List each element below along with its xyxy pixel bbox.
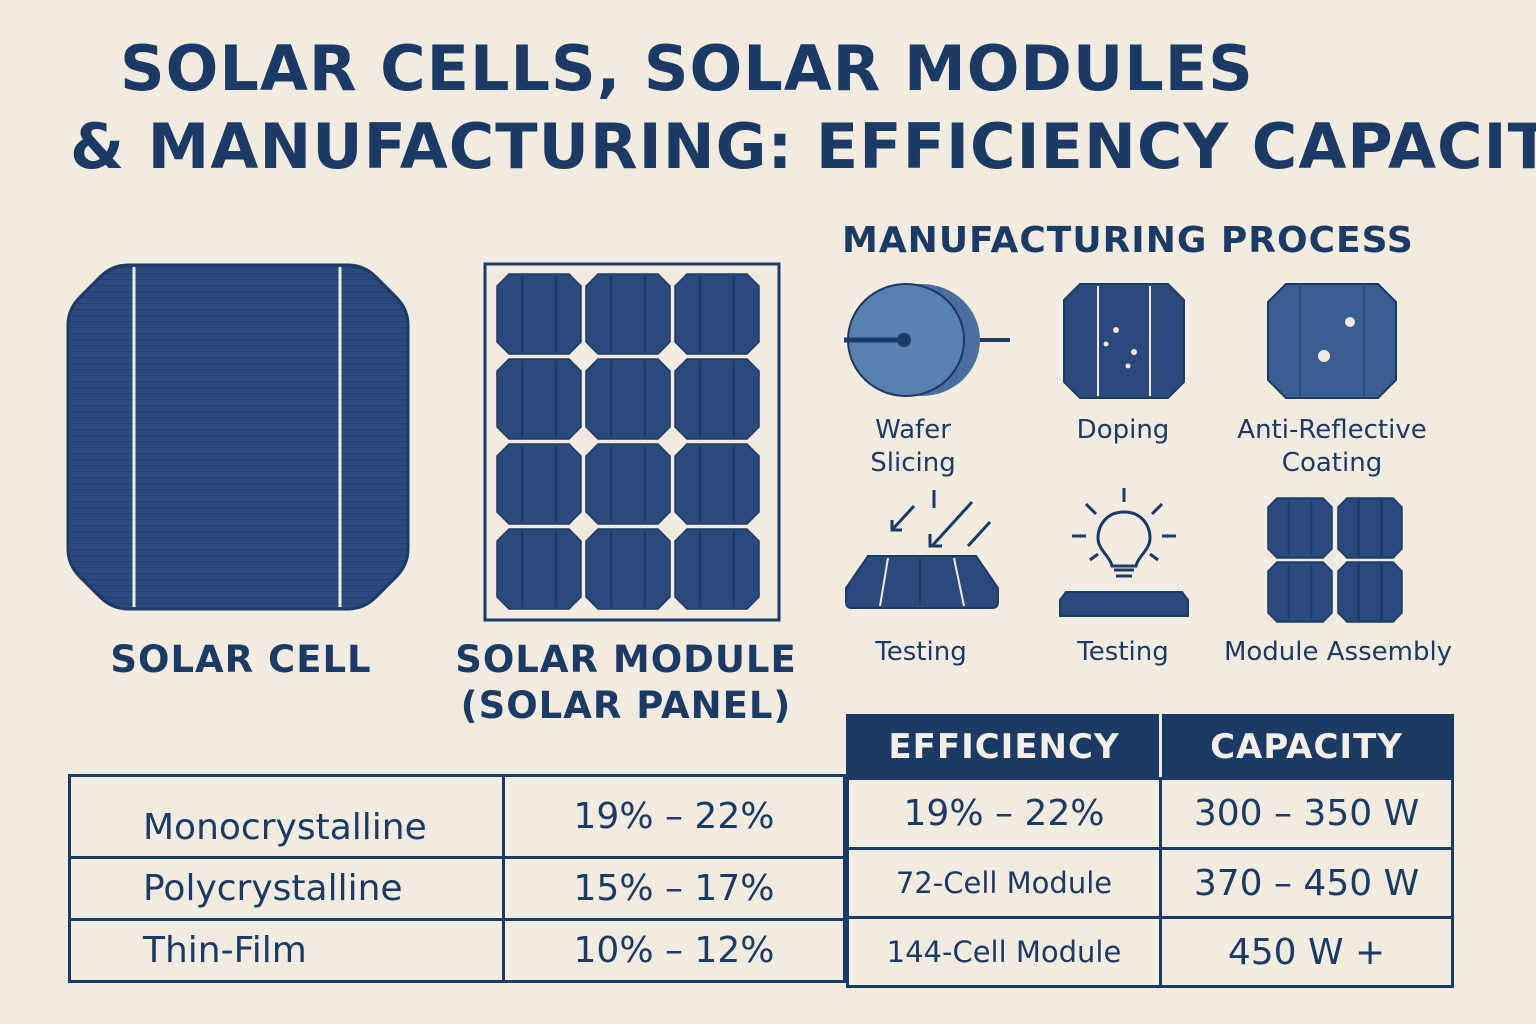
module-cell — [585, 443, 671, 525]
table-row: Polycrystalline 15% – 17% — [68, 856, 846, 921]
assembly-cell — [1337, 561, 1403, 623]
title-line-1: SOLAR CELLS, SOLAR MODULES — [120, 32, 1254, 105]
table-row: 144-Cell Module 450 W + — [846, 916, 1454, 988]
lightbulb-icon — [1059, 488, 1189, 617]
module-cell — [674, 358, 760, 440]
table-row: Thin-Film 10% – 12% — [68, 918, 846, 983]
table-row: Monocrystalline 19% – 22% — [68, 774, 846, 859]
module-cell — [674, 273, 760, 355]
step-2-label: Doping — [1076, 415, 1170, 445]
assembly-cell — [1267, 497, 1333, 559]
module-cell — [585, 358, 671, 440]
process-title: MANUFACTURING PROCESS — [842, 220, 1414, 261]
light-testing-icon — [845, 490, 999, 609]
cell-right: 370 – 450 W — [1159, 847, 1454, 919]
step-6-label: Module Assembly — [1223, 637, 1453, 667]
efficiency-table: Monocrystalline 19% – 22% Polycrystallin… — [68, 774, 846, 983]
cell-right: 450 W + — [1159, 916, 1454, 988]
doping-icon — [1063, 283, 1185, 399]
header-efficiency: EFFICIENCY — [846, 714, 1162, 780]
wafer-slicing-icon — [844, 283, 1010, 397]
solar-module-icon — [483, 262, 781, 622]
module-cell — [674, 443, 760, 525]
cell-left: 72-Cell Module — [846, 847, 1162, 919]
step-5-label: Testing — [1077, 637, 1169, 667]
table-row: 72-Cell Module 370 – 450 W — [846, 847, 1454, 919]
solar-module-caption-line-2: (SOLAR PANEL) — [460, 684, 792, 727]
module-cell — [496, 358, 582, 440]
table-header-row: EFFICIENCY CAPACITY — [846, 714, 1454, 780]
cell-efficiency: 19% – 22% — [502, 774, 846, 859]
solar-cell-icon — [66, 263, 410, 611]
module-assembly-icon — [1267, 497, 1403, 623]
module-cell — [674, 528, 760, 610]
cell-type: Thin-Film — [68, 918, 505, 983]
solar-module-caption-line-1: SOLAR MODULE — [455, 638, 797, 681]
module-cell — [585, 528, 671, 610]
cell-efficiency: 10% – 12% — [502, 918, 846, 983]
module-cell — [496, 273, 582, 355]
step-3-label-line-1: Anti-Reflective — [1237, 415, 1427, 445]
cell-left: 144-Cell Module — [846, 916, 1162, 988]
step-4-label: Testing — [875, 637, 967, 667]
step-1-label-line-2: Slicing — [870, 448, 956, 478]
cell-left: 19% – 22% — [846, 777, 1162, 850]
module-cell — [585, 273, 671, 355]
header-capacity: CAPACITY — [1159, 714, 1454, 780]
coating-icon — [1267, 283, 1397, 399]
assembly-cell — [1337, 497, 1403, 559]
step-3-label-line-2: Coating — [1281, 448, 1383, 478]
assembly-cell — [1267, 561, 1333, 623]
cell-type: Polycrystalline — [68, 856, 505, 921]
cell-right: 300 – 350 W — [1159, 777, 1454, 850]
capacity-table: EFFICIENCY CAPACITY 19% – 22% 300 – 350 … — [846, 714, 1454, 988]
module-cell — [496, 443, 582, 525]
cell-efficiency: 15% – 17% — [502, 856, 846, 921]
module-cell — [496, 528, 582, 610]
table-row: 19% – 22% 300 – 350 W — [846, 777, 1454, 850]
solar-cell-caption: SOLAR CELL — [110, 638, 372, 681]
title-line-2: & MANUFACTURING: EFFICIENCY CAPACITY — [70, 110, 1536, 183]
step-1-label-line-1: Wafer — [875, 415, 951, 445]
cell-type: Monocrystalline — [68, 774, 505, 859]
